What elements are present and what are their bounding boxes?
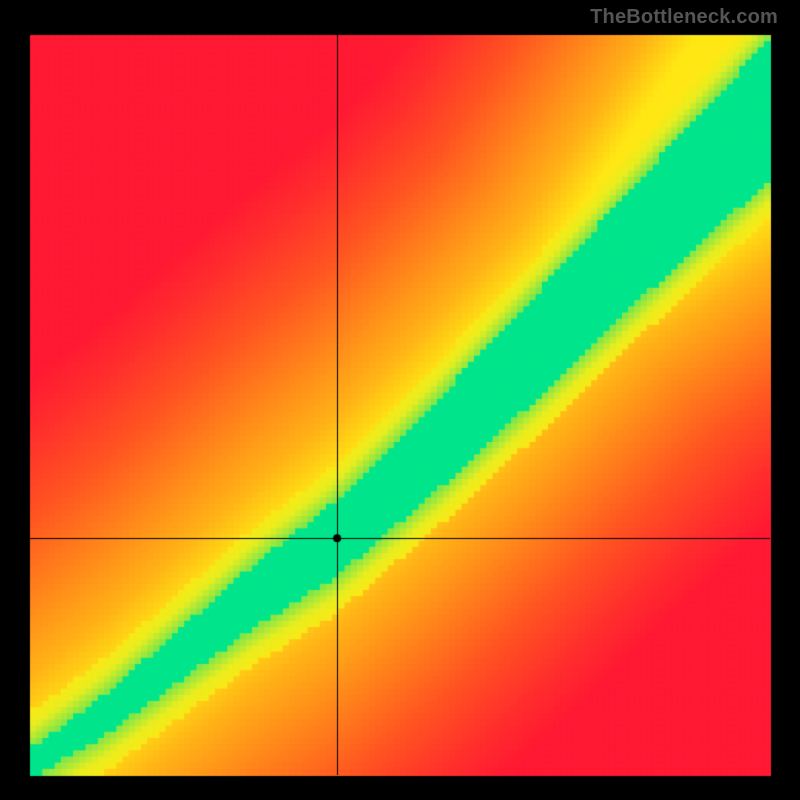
bottleneck-heatmap-canvas bbox=[0, 0, 800, 800]
bottleneck-heatmap-container: { "watermark": { "text": "TheBottleneck.… bbox=[0, 0, 800, 800]
watermark-text: TheBottleneck.com bbox=[590, 6, 778, 29]
